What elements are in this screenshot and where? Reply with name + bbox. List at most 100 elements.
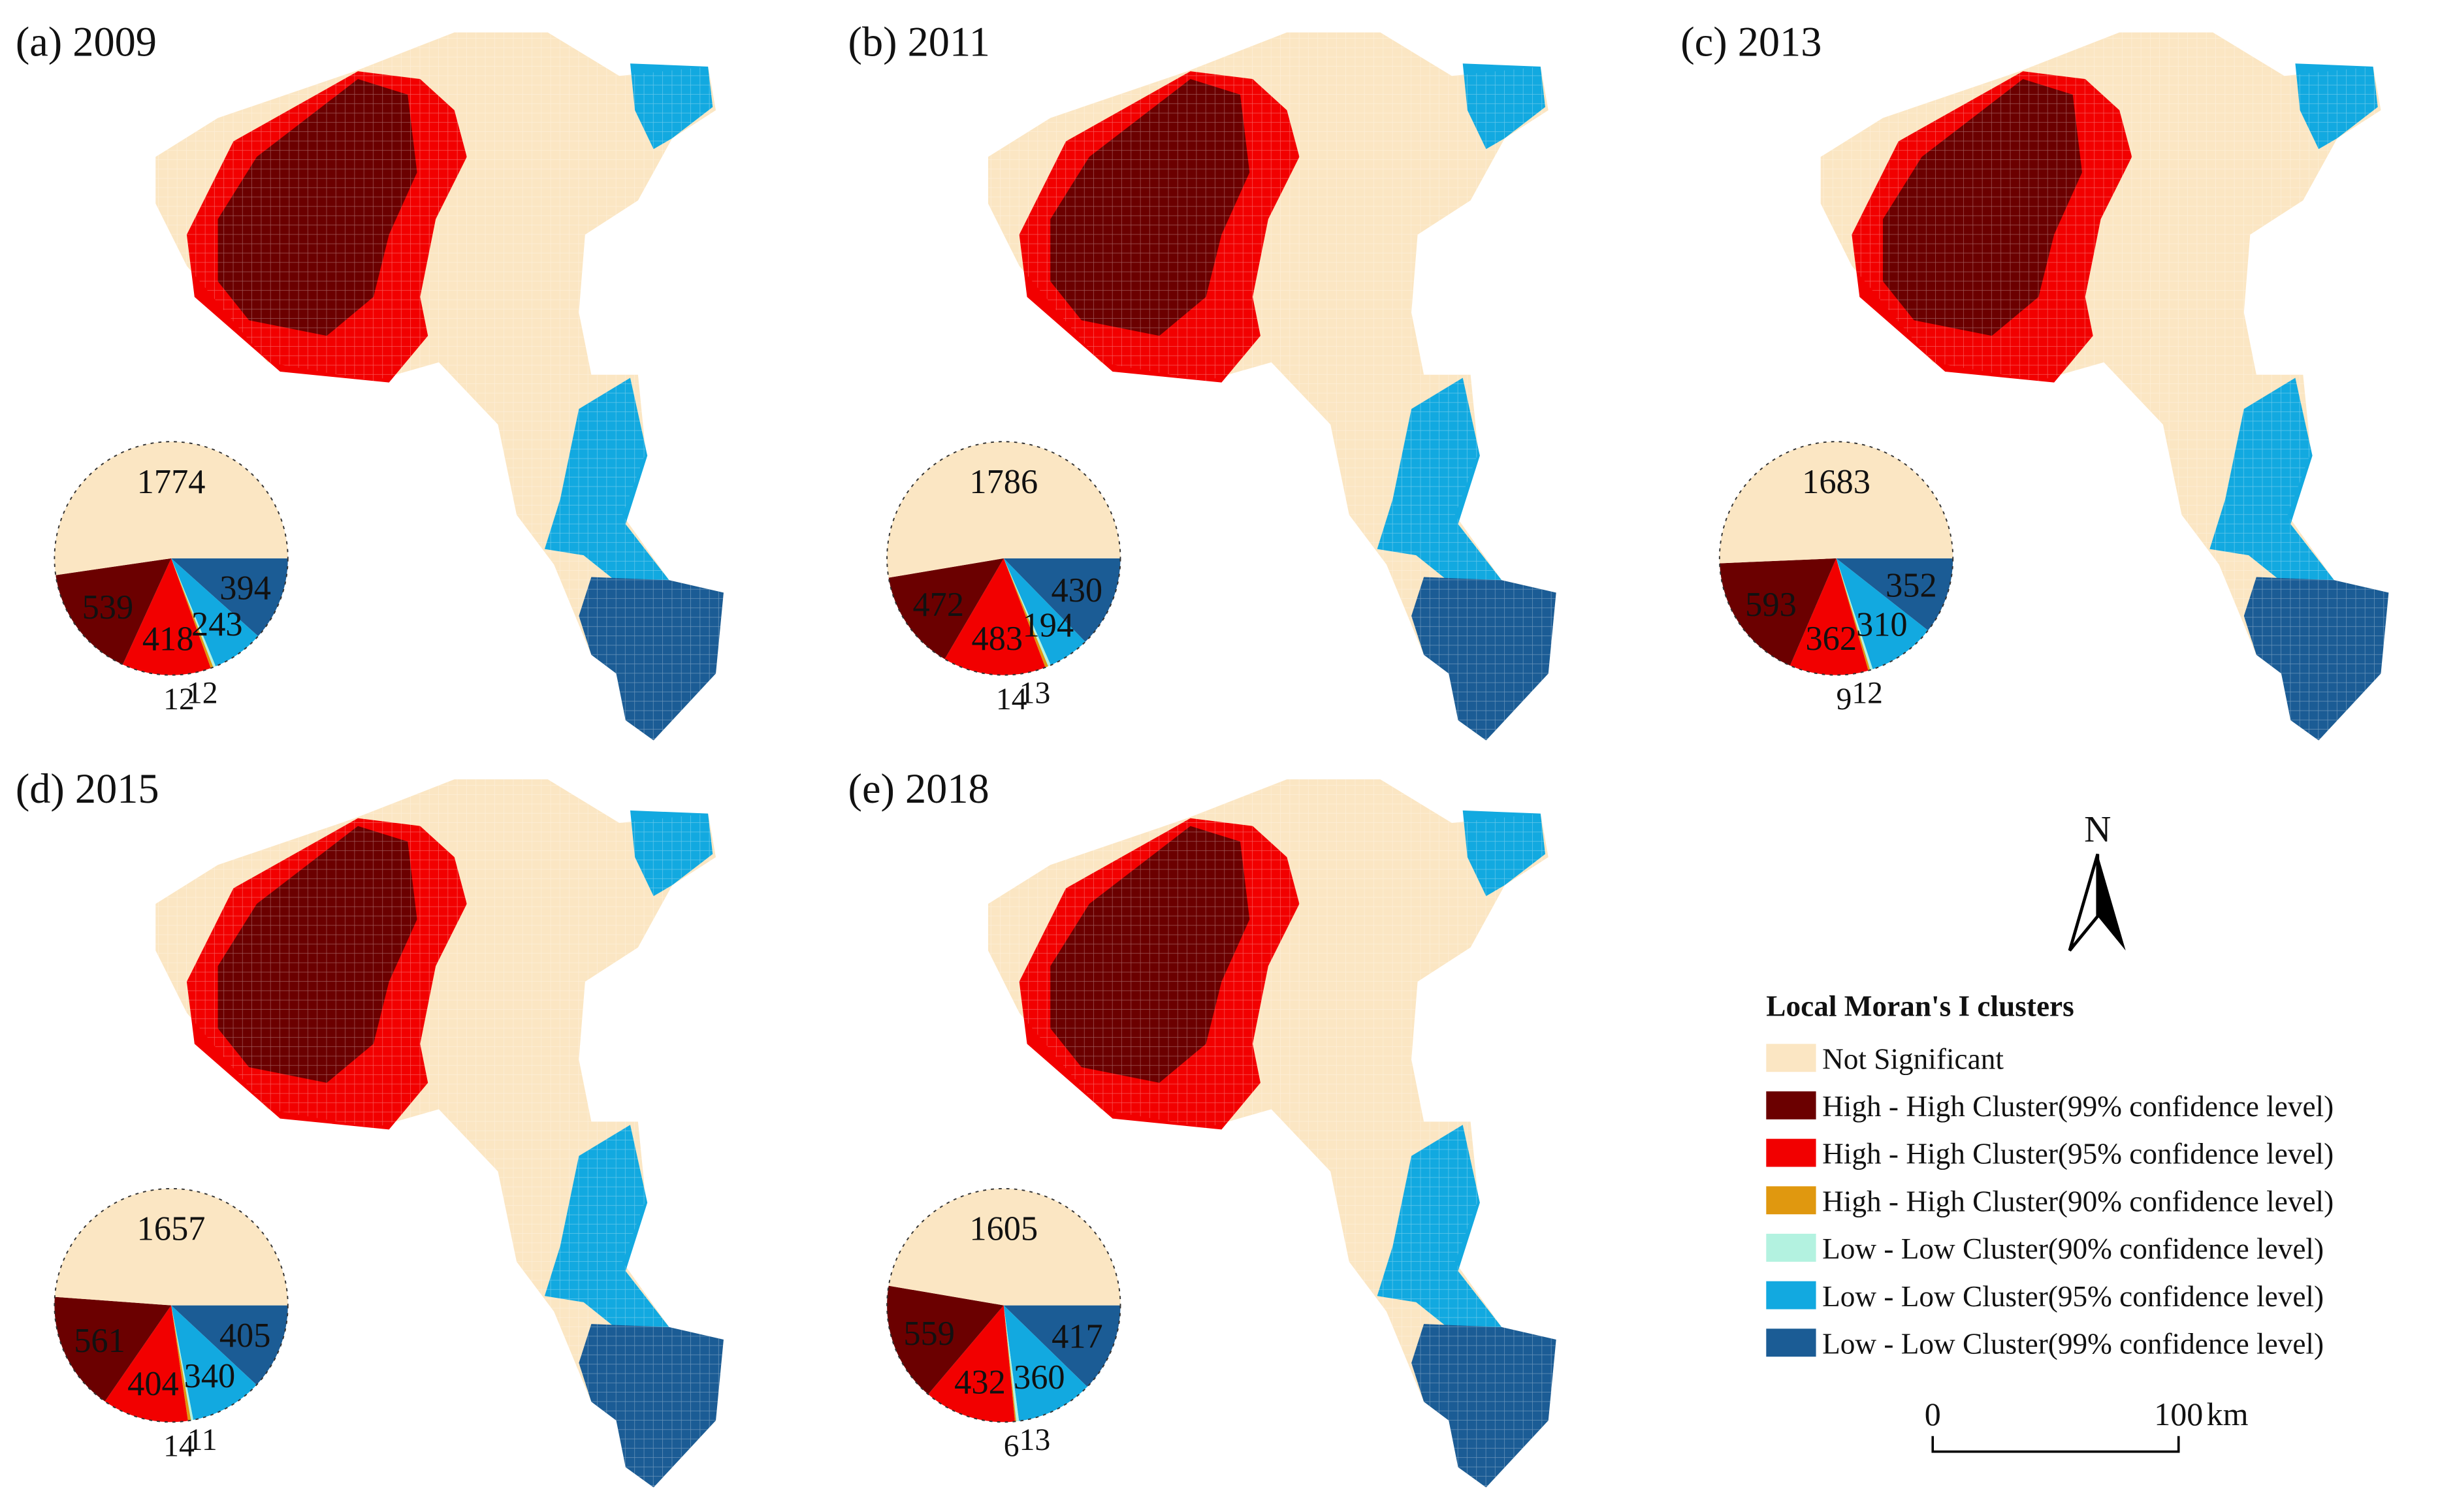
pie-label-hh95: 404 — [127, 1365, 179, 1403]
legend-label: Not Significant — [1822, 1042, 2004, 1075]
pie-slice-hh90 — [171, 1305, 191, 1421]
pie-slice-ll95 — [1003, 558, 1085, 666]
scale-start: 0 — [1925, 1396, 1941, 1432]
pie-label-hh99: 559 — [903, 1315, 955, 1353]
grid-overlay — [155, 779, 724, 1488]
legend-swatch — [1766, 1281, 1816, 1310]
cluster-map — [987, 32, 1556, 741]
pie-label-hh99: 561 — [74, 1322, 125, 1360]
legend-label: Low - Low Cluster(99% confidence level) — [1822, 1327, 2324, 1360]
grid-overlay — [987, 779, 1556, 1488]
pie-slice-not_significant — [887, 442, 1121, 578]
pie-slice-ll99 — [1003, 558, 1121, 642]
panel-label: (d) 2015 — [16, 765, 159, 812]
cluster-map — [155, 779, 724, 1488]
legend-label: High - High Cluster(95% confidence level… — [1822, 1138, 2334, 1170]
legend: Local Moran's I clusters Not Significant… — [1766, 989, 2334, 1360]
pie-slice-hh95 — [944, 558, 1046, 675]
pie-label-hh90: 9 — [1837, 683, 1852, 716]
pie-label-ll95: 310 — [1856, 605, 1908, 643]
pie-slice-hh99 — [56, 558, 172, 665]
legend-swatch — [1766, 1091, 1816, 1119]
pie-label-ll99: 417 — [1051, 1317, 1103, 1355]
panel-label: (c) 2013 — [1680, 18, 1822, 65]
pie-outline — [886, 1187, 1121, 1423]
pie-slice-ll90 — [1003, 1305, 1019, 1422]
pie-label-ll99: 405 — [219, 1317, 271, 1355]
pie-label-ll90: 11 — [187, 1423, 217, 1457]
pie-slice-hh90 — [171, 558, 214, 668]
pie-slice-not_significant — [54, 1188, 288, 1306]
pie-label-ll95: 194 — [1023, 607, 1074, 645]
pie-outline — [54, 441, 289, 676]
pie-label-hh90: 14 — [163, 1430, 195, 1464]
legend-item: Low - Low Cluster(99% confidence level) — [1766, 1327, 2324, 1360]
pie-slice-ll95 — [1836, 558, 1929, 669]
cluster-map — [987, 779, 1556, 1488]
legend-swatch — [1766, 1328, 1816, 1357]
pie-label-ll95: 243 — [191, 605, 243, 643]
legend-label: Low - Low Cluster(90% confidence level) — [1822, 1232, 2324, 1265]
pie-slice-hh99 — [1719, 558, 1837, 666]
legend-label: High - High Cluster(90% confidence level… — [1822, 1185, 2334, 1217]
pie-label-ll90: 12 — [187, 676, 218, 710]
pie-slice-hh99 — [54, 1296, 172, 1402]
pie-slice-hh90 — [1003, 558, 1048, 668]
pie-slice-ll95 — [171, 558, 259, 667]
legend-label: High - High Cluster(99% confidence level… — [1822, 1090, 2334, 1123]
legend-swatch — [1766, 1138, 1816, 1167]
legend-swatch — [1766, 1186, 1816, 1215]
grid-overlay — [1820, 32, 2389, 741]
pie-slice-hh95 — [104, 1305, 188, 1423]
panel-label: (a) 2009 — [16, 18, 157, 65]
pie-slice-hh95 — [122, 558, 211, 675]
map-panel: (e) 2018 417 360 136 432 559 1605 — [848, 765, 1556, 1488]
pie-label-hh90: 14 — [996, 683, 1027, 716]
pie-label-hh90: 12 — [163, 683, 195, 716]
pie-slice-not_significant — [54, 442, 288, 575]
pie-label-ll95: 360 — [1014, 1359, 1065, 1396]
legend-swatch — [1766, 1233, 1816, 1262]
pie-label-ll90: 13 — [1019, 676, 1051, 710]
pie-label-hh99: 539 — [82, 588, 134, 626]
pie-label-not_significant: 1657 — [137, 1210, 206, 1248]
pie-slice-not_significant — [888, 1188, 1121, 1306]
legend-item: Low - Low Cluster(90% confidence level) — [1766, 1232, 2324, 1265]
legend-swatch — [1766, 1044, 1816, 1072]
pie-slice-ll95 — [171, 1305, 257, 1421]
pie-label-hh95: 483 — [972, 620, 1023, 658]
pie-slice-ll99 — [171, 558, 288, 637]
pie-slice-ll95 — [1003, 1305, 1087, 1421]
pie-slice-ll90 — [1836, 558, 1873, 670]
legend-title: Local Moran's I clusters — [1766, 989, 2074, 1022]
pie-slice-ll99 — [1003, 1305, 1121, 1387]
legend-label: Low - Low Cluster(95% confidence level) — [1822, 1280, 2324, 1313]
pie-slice-ll99 — [1836, 558, 1953, 631]
pie-slice-not_significant — [1719, 442, 1953, 564]
pie-slice-hh95 — [928, 1305, 1015, 1423]
pie-label-not_significant: 1774 — [137, 463, 206, 501]
pie-slice-ll90 — [171, 1305, 193, 1421]
scale-unit: km — [2207, 1396, 2249, 1432]
pie-slice-hh90 — [1003, 1305, 1016, 1422]
pie-slice-hh99 — [888, 558, 1004, 660]
legend-item: High - High Cluster(95% confidence level… — [1766, 1138, 2334, 1170]
pie-label-ll90: 12 — [1852, 676, 1883, 710]
scale-bar: 0 100 km — [1925, 1396, 2249, 1453]
legend-item: High - High Cluster(99% confidence level… — [1766, 1090, 2334, 1123]
pie-label-hh95: 362 — [1805, 620, 1857, 658]
pie-label-ll90: 13 — [1019, 1423, 1051, 1457]
panel-label: (e) 2018 — [848, 765, 989, 812]
pie-label-not_significant: 1605 — [969, 1210, 1038, 1248]
legend-item: Not Significant — [1766, 1042, 2004, 1075]
grid-overlay — [155, 32, 724, 741]
pie-label-ll99: 430 — [1051, 571, 1103, 609]
pie-label-ll99: 352 — [1886, 567, 1937, 605]
pie-outline — [1718, 441, 1954, 676]
